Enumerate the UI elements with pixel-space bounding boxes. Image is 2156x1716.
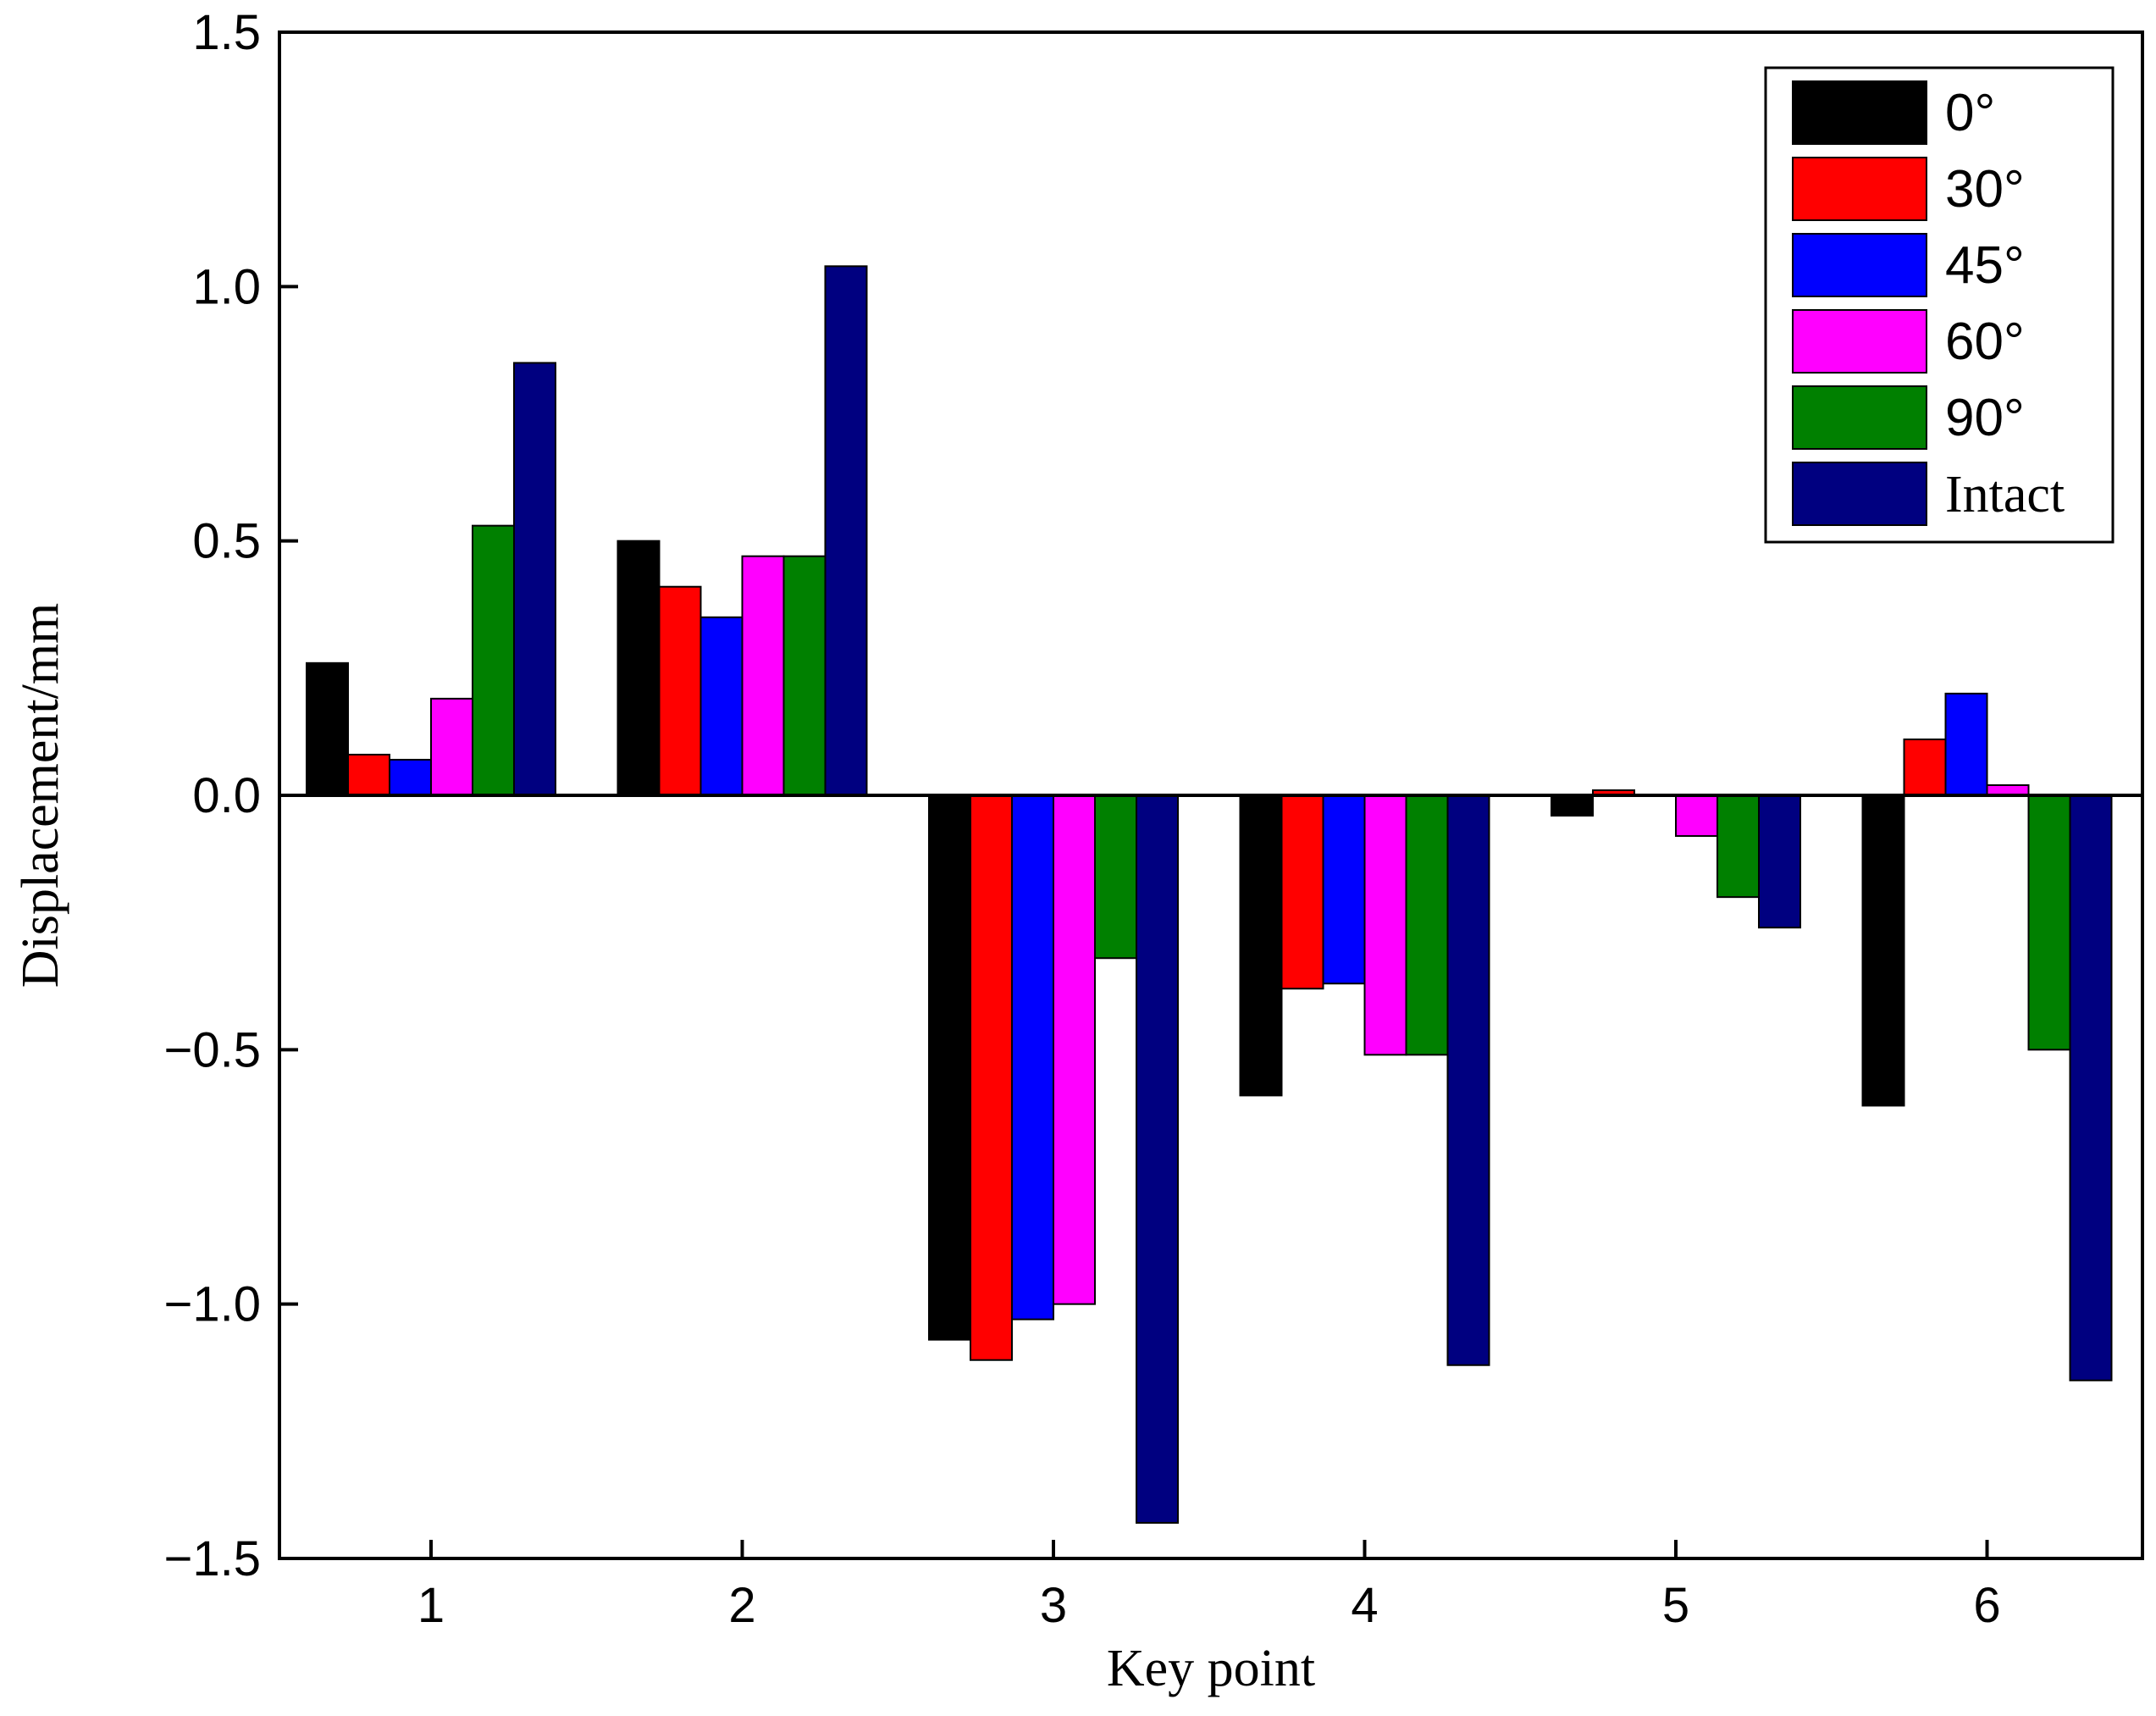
x-tick-label: 4 (1351, 1578, 1378, 1633)
bar-60-kp1 (430, 697, 473, 797)
x-tick-label: 3 (1040, 1578, 1067, 1633)
y-tick-label: 0.0 (192, 768, 261, 823)
y-axis-title: Displacement/mm (12, 603, 69, 988)
y-tick-label: 1.0 (192, 259, 261, 314)
legend-swatch (1792, 462, 1927, 526)
bar-Intact-kp5 (1758, 794, 1801, 929)
bar-Intact-kp2 (824, 265, 868, 797)
bars-group (306, 265, 2113, 1524)
bar-0-kp1 (306, 661, 349, 796)
y-tick-label: 0.5 (192, 514, 261, 569)
legend-swatch (1792, 309, 1927, 374)
y-tick-label: −0.5 (164, 1022, 262, 1077)
bar-90-kp4 (1405, 794, 1449, 1056)
bar-0-kp4 (1239, 794, 1283, 1097)
y-axis: 1.5 1.0 0.5 0.0 −0.5 −1.0 −1.5 (164, 5, 298, 1586)
x-tick-label: 5 (1662, 1578, 1689, 1633)
bar-60-kp3 (1053, 794, 1096, 1305)
bar-90-kp3 (1094, 794, 1137, 960)
bar-45-kp6 (1944, 692, 1988, 796)
legend-swatch (1792, 385, 1927, 450)
bar-60-kp4 (1363, 794, 1407, 1056)
x-tick-label: 6 (1973, 1578, 2000, 1633)
legend-label: 60° (1945, 313, 2025, 371)
legend-swatch (1792, 233, 1927, 297)
bar-Intact-kp1 (513, 362, 556, 796)
bar-45-kp3 (1011, 794, 1054, 1320)
bar-30-kp1 (347, 753, 390, 796)
bar-45-kp4 (1322, 794, 1366, 985)
bar-45-kp1 (389, 758, 432, 796)
bar-Intact-kp3 (1136, 794, 1179, 1524)
bar-30-kp3 (970, 794, 1013, 1361)
bar-60-kp5 (1675, 794, 1718, 838)
bar-30-kp2 (658, 585, 702, 797)
bar-45-kp2 (699, 616, 744, 796)
y-tick-label: −1.0 (164, 1277, 262, 1332)
bar-90-kp2 (782, 555, 826, 796)
bar-90-kp6 (2027, 794, 2071, 1051)
x-axis: 1 2 3 4 5 6 (417, 1540, 2001, 1633)
y-tick-label: 1.5 (192, 5, 261, 60)
legend-label: 0° (1945, 84, 1995, 142)
bar-Intact-kp4 (1446, 794, 1490, 1366)
legend: 0° 30° 45° 60° 90° Intact (1764, 66, 2115, 544)
bar-90-kp1 (472, 524, 515, 796)
bar-30-kp4 (1280, 794, 1324, 990)
bar-0-kp6 (1861, 794, 1905, 1107)
bar-0-kp5 (1551, 794, 1594, 817)
bar-0-kp3 (928, 794, 971, 1341)
legend-label: 90° (1945, 389, 2025, 447)
x-tick-label: 2 (728, 1578, 755, 1633)
legend-label: 45° (1945, 236, 2025, 295)
y-tick-label: −1.5 (164, 1531, 262, 1586)
bar-Intact-kp6 (2069, 794, 2113, 1381)
bar-30-kp6 (1903, 738, 1947, 797)
bar-0-kp2 (616, 540, 661, 797)
bar-60-kp2 (741, 555, 785, 796)
legend-swatch (1792, 157, 1927, 221)
legend-label: 30° (1945, 160, 2025, 219)
legend-swatch (1792, 80, 1927, 145)
x-axis-title: Key point (1107, 1640, 1315, 1697)
bar-90-kp5 (1717, 794, 1760, 899)
legend-label: Intact (1945, 466, 2065, 523)
x-tick-label: 1 (417, 1578, 445, 1633)
